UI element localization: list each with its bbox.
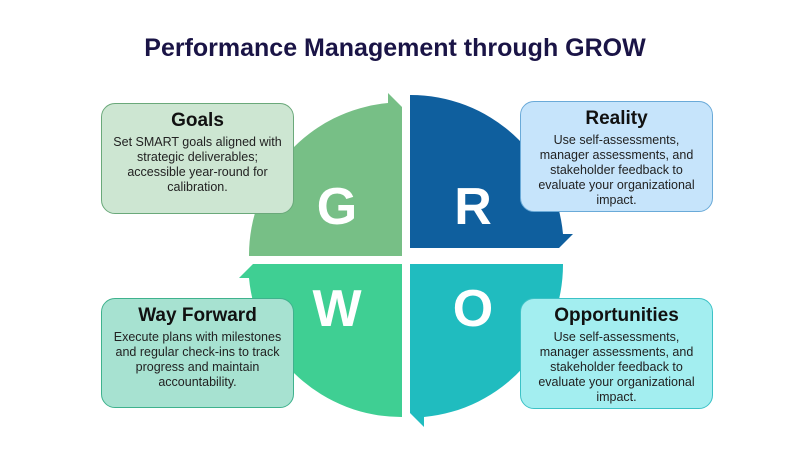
card-opportunities: Opportunities Use self-assessments, mana… [520,298,713,409]
quadrant-g [248,93,402,256]
card-goals: Goals Set SMART goals aligned with strat… [101,103,294,214]
card-way-forward: Way Forward Execute plans with milestone… [101,298,294,408]
letter-o: O [453,280,493,338]
letter-g: G [317,178,357,236]
card-body: Execute plans with milestones and regula… [113,330,282,389]
card-heading: Way Forward [138,305,257,326]
card-body: Set SMART goals aligned with strategic d… [113,135,282,194]
letter-w: W [312,280,362,338]
card-body: Use self-assessments, manager assessment… [538,133,695,207]
card-heading: Goals [171,110,224,131]
page-title: Performance Management through GROW [144,34,646,62]
letter-r: R [454,178,492,236]
card-heading: Opportunities [554,305,679,326]
card-heading: Reality [585,108,648,129]
card-reality: Reality Use self-assessments, manager as… [520,101,713,212]
card-body: Use self-assessments, manager assessment… [538,330,695,404]
